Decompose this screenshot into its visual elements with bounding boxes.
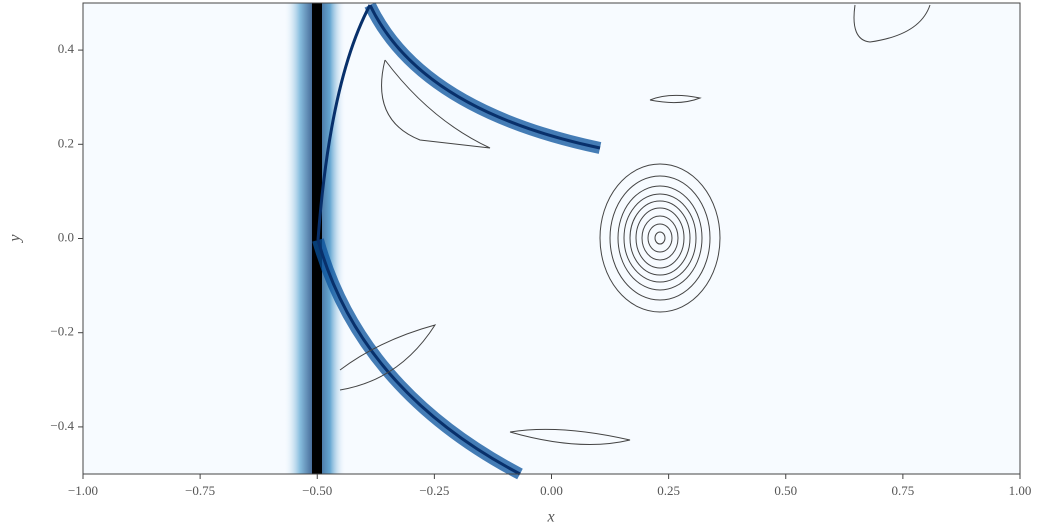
contour xyxy=(339,324,437,391)
x-tick-label: −0.75 xyxy=(185,483,215,498)
x-axis-label: x xyxy=(546,509,554,526)
lower-shock-line xyxy=(316,239,521,476)
x-tick-label: 0.00 xyxy=(540,483,563,498)
plot-area xyxy=(82,2,1021,480)
x-tick-label: −1.00 xyxy=(68,483,98,498)
x-tick-label: 1.00 xyxy=(1009,483,1032,498)
upper-curve xyxy=(316,4,372,241)
y-tick-label: −0.4 xyxy=(50,418,74,433)
contour xyxy=(381,59,491,149)
x-tick-label: 0.25 xyxy=(657,483,680,498)
vortex-contours xyxy=(599,163,721,313)
contour xyxy=(509,428,631,445)
x-tick-label: −0.25 xyxy=(419,483,449,498)
y-tick-label: 0.0 xyxy=(58,229,74,244)
background xyxy=(83,3,1020,474)
x-tick-label: −0.50 xyxy=(302,483,332,498)
y-axis-label: y xyxy=(7,234,24,244)
y-tick-label: 0.4 xyxy=(58,41,75,56)
y-tick-label: −0.2 xyxy=(50,324,74,339)
y-tick-label: 0.2 xyxy=(58,135,74,150)
reflected-shock-line xyxy=(368,4,601,150)
x-tick-label: 0.75 xyxy=(892,483,915,498)
x-tick-label: 0.50 xyxy=(774,483,797,498)
contour xyxy=(649,94,702,104)
contour xyxy=(853,4,931,43)
